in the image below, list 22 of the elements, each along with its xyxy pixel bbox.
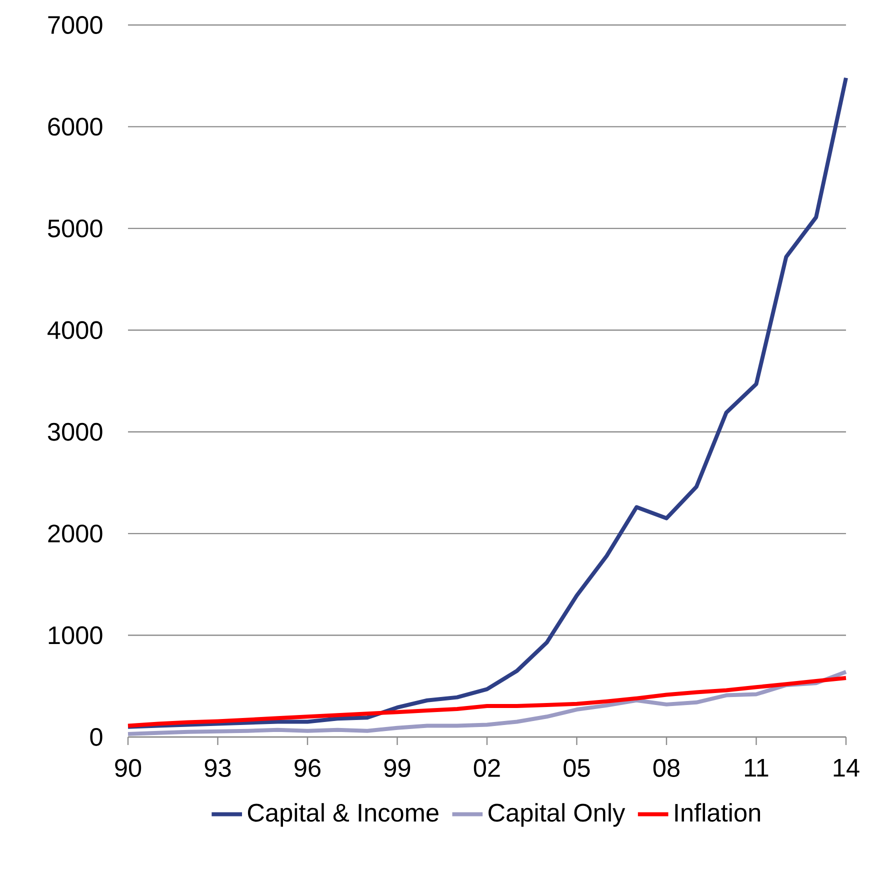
x-tick-label: 02 (474, 759, 500, 777)
y-tick-label: 3000 (48, 422, 102, 441)
x-tick-label: 11 (745, 759, 768, 776)
x-tick-label: 14 (834, 759, 860, 776)
line-series (126, 76, 848, 729)
y-tick-label: 1000 (48, 626, 102, 644)
x-tick-label: 96 (294, 759, 320, 777)
y-tick-label: 4000 (48, 321, 102, 340)
y-tick-label: 0 (90, 728, 102, 746)
line-series (126, 676, 848, 728)
y-tick-label: 6000 (48, 118, 102, 136)
legend-label: Capital Only (488, 803, 626, 827)
x-tick-label: 05 (564, 759, 590, 777)
x-tick-label: 90 (115, 759, 142, 777)
legend-label: Inflation (675, 803, 760, 822)
y-tick-label: 5000 (48, 219, 102, 238)
y-tick-label: 2000 (48, 524, 102, 543)
x-tick-label: 93 (204, 759, 231, 777)
y-tick-label: 7000 (48, 16, 102, 34)
x-tick-label: 08 (653, 759, 680, 777)
legend-label: Capital & Income (248, 803, 438, 827)
x-tick-label: 99 (384, 759, 410, 777)
